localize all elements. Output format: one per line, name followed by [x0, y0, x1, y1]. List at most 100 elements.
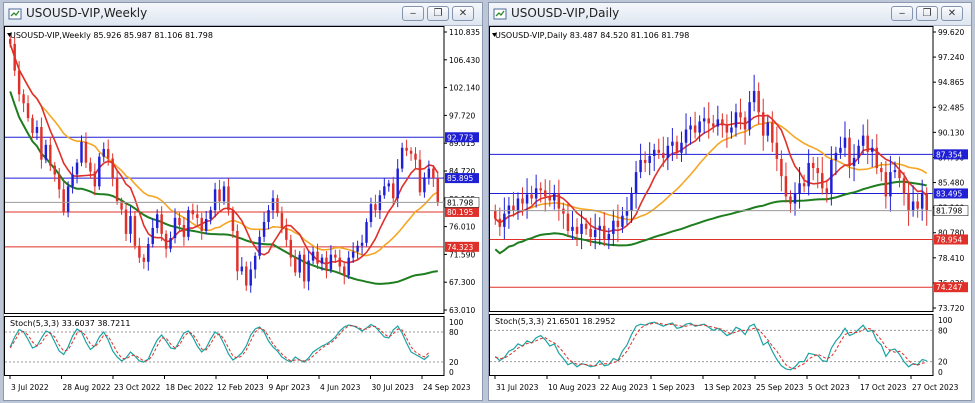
candle-body: [616, 220, 620, 227]
candle-body: [512, 205, 515, 211]
date-tick-label: 13 Sep 2023: [704, 383, 752, 392]
candle-body: [707, 118, 710, 124]
fast-moving-average: [9, 43, 439, 265]
minimize-button[interactable]: ‒: [402, 6, 424, 21]
candle-body: [120, 201, 123, 210]
candle-body: [365, 222, 368, 243]
candle-body: [630, 193, 633, 211]
candle-body: [356, 245, 359, 252]
stoch-main-line: [9, 323, 430, 363]
candle-body: [204, 219, 208, 231]
date-tick-label: 30 Jul 2023: [372, 383, 415, 392]
candle-body: [374, 204, 377, 211]
candle-body: [347, 257, 350, 276]
close-button[interactable]: ✕: [452, 6, 474, 21]
daily-title-bar[interactable]: USOUSD-VIP,Daily ‒ ❐ ✕: [489, 3, 971, 26]
chart-header-text: USOUSD-VIP,Daily 83.487 84.520 81.106 81…: [495, 31, 689, 40]
candle-body: [302, 254, 306, 282]
candle-body: [89, 162, 92, 172]
date-tick-label: 27 Oct 2023: [912, 383, 959, 392]
candle-body: [593, 229, 597, 237]
stoch-tick-label: 0: [938, 368, 943, 377]
date-tick-label: 24 Sep 2023: [423, 383, 471, 392]
candle-body: [730, 127, 733, 133]
restore-button[interactable]: ❐: [916, 6, 938, 21]
candle-body: [75, 162, 79, 175]
candle-body: [607, 233, 611, 241]
candle-body: [124, 209, 128, 234]
level-price-label: 87.354: [936, 150, 962, 159]
candle-body: [566, 213, 570, 231]
candle-body: [689, 125, 692, 130]
level-price-label: 80.195: [447, 208, 473, 217]
level-price-tag: [934, 149, 968, 160]
candle-body: [142, 257, 146, 262]
date-tick-label: 1 Sep 2023: [652, 383, 695, 392]
weekly-title-bar[interactable]: USOUSD-VIP,Weekly ‒ ❐ ✕: [4, 3, 482, 26]
candle-body: [182, 224, 186, 237]
date-tick-label: 25 Sep 2023: [756, 383, 804, 392]
main-panel-frame: [4, 26, 445, 314]
candle-body: [798, 183, 801, 194]
stoch-tick-label: 100: [938, 316, 953, 325]
candle-body: [222, 186, 226, 202]
candle-body: [516, 198, 520, 211]
candle-body: [893, 170, 897, 173]
candle-body: [271, 198, 275, 211]
candle-body: [405, 147, 408, 151]
date-tick-label: 31 Jul 2023: [496, 383, 539, 392]
candle-body: [625, 210, 629, 216]
candle-body: [173, 217, 177, 239]
candle-body: [53, 165, 56, 175]
level-price-tag: [934, 282, 968, 293]
candle-body: [543, 190, 547, 197]
price-tick-label: 84.720: [449, 167, 475, 176]
price-tick-label: 73.720: [938, 304, 964, 313]
candle-body: [639, 159, 642, 173]
candle-body: [911, 201, 915, 211]
stoch-panel-frame: [489, 314, 934, 376]
minimize-button[interactable]: ‒: [891, 6, 913, 21]
candle-body: [875, 147, 879, 169]
candle-body: [675, 141, 679, 153]
weekly-chart-window: USOUSD-VIP,Weekly ‒ ❐ ✕ USOUSD-VIP,Weekl…: [3, 2, 483, 401]
restore-button[interactable]: ❐: [427, 6, 449, 21]
candle-body: [262, 222, 266, 237]
close-button[interactable]: ✕: [941, 6, 963, 21]
candle-body: [164, 233, 168, 249]
price-tick-label: 90.130: [938, 128, 964, 137]
price-tick-label: 102.140: [449, 84, 480, 93]
stoch-tick-label: 80: [938, 326, 948, 335]
candle-body: [57, 174, 61, 190]
stoch-signal-line: [495, 322, 927, 370]
candle-body: [93, 171, 97, 187]
stoch-tick-label: 0: [449, 368, 454, 377]
candle-body: [62, 189, 65, 212]
candle-body: [634, 172, 638, 194]
level-price-label: 74.247: [936, 283, 962, 292]
candle-body: [298, 254, 301, 273]
candle-body: [329, 254, 333, 270]
date-tick-label: 3 Jul 2022: [11, 383, 49, 392]
candle-body: [752, 91, 756, 103]
date-tick-label: 12 Feb 2023: [217, 383, 264, 392]
price-tick-label: 71.590: [449, 250, 475, 259]
candle-body: [775, 142, 779, 159]
candle-body: [369, 204, 373, 223]
candle-body: [580, 223, 583, 234]
candle-body: [285, 227, 288, 240]
weekly-chart-area[interactable]: USOUSD-VIP,Weekly 85.926 85.987 81.106 8…: [4, 26, 482, 400]
candle-body: [916, 201, 919, 209]
candle-body: [830, 159, 833, 194]
candle-body: [680, 142, 683, 153]
candle-body: [802, 183, 806, 187]
daily-chart-area[interactable]: USOUSD-VIP,Daily 83.487 84.520 81.106 81…: [489, 26, 971, 400]
candle-body: [534, 188, 538, 199]
candle-body: [821, 173, 824, 189]
candle-body: [343, 266, 346, 276]
candle-body: [236, 230, 239, 272]
candle-body: [748, 102, 751, 130]
date-tick-label: 18 Dec 2022: [166, 383, 214, 392]
candle-body: [227, 186, 230, 211]
candle-body: [294, 257, 297, 273]
